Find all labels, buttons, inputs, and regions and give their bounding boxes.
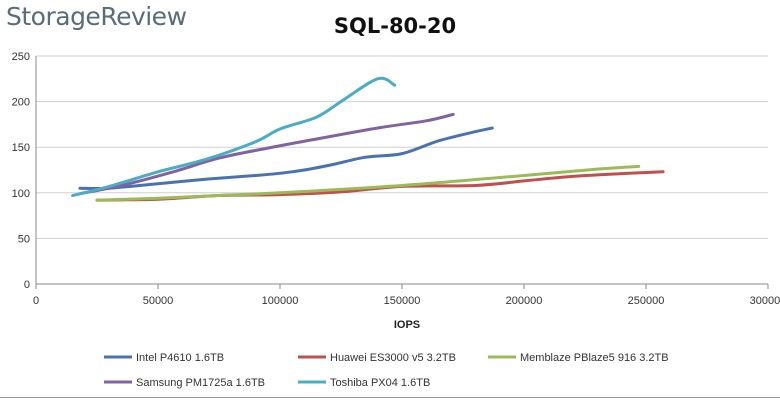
legend-label-2: Memblaze PBlaze5 916 3.2TB — [520, 352, 669, 364]
x-tick-label: 100000 — [262, 295, 299, 307]
x-tick-label: 200000 — [506, 295, 543, 307]
gridlines — [36, 55, 768, 239]
x-tick-label: 300000 — [750, 295, 780, 307]
series-line-3 — [78, 112, 455, 196]
series-line-4 — [71, 76, 397, 198]
legend-label-0: Intel P4610 1.6TB — [136, 352, 224, 364]
y-tick-label: 100 — [12, 188, 30, 200]
legend-label-4: Toshiba PX04 1.6TB — [330, 377, 430, 389]
x-tick-label: 250000 — [628, 295, 665, 307]
series-line-2 — [95, 164, 641, 202]
x-tick-label: 150000 — [384, 295, 421, 307]
y-tick-label: 200 — [12, 97, 30, 109]
y-tick-label: 50 — [18, 233, 30, 245]
brand-logo: StorageReview — [6, 2, 187, 31]
legend-label-3: Samsung PM1725a 1.6TB — [136, 377, 265, 389]
series-lines — [71, 76, 665, 202]
series-line-0 — [78, 126, 494, 191]
tick-labels: 0 50 100 150 200 250 0 50000 100000 150000 200000 2… — [12, 51, 780, 307]
y-tick-label: 150 — [12, 142, 30, 154]
x-tick-label: 50000 — [143, 295, 174, 307]
axes — [35, 56, 769, 289]
chart-title: SQL-80-20 — [333, 14, 457, 38]
legend-label-1: Huawei ES3000 v5 3.2TB — [330, 352, 456, 364]
bottom-divider — [0, 397, 780, 398]
y-tick-label: 250 — [12, 51, 30, 63]
x-axis-label: IOPS — [394, 319, 420, 331]
x-tick-label: 0 — [33, 295, 39, 307]
y-tick-label: 0 — [24, 279, 30, 291]
legend: Intel P4610 1.6TB Huawei ES3000 v5 3.2TB M… — [104, 352, 669, 389]
